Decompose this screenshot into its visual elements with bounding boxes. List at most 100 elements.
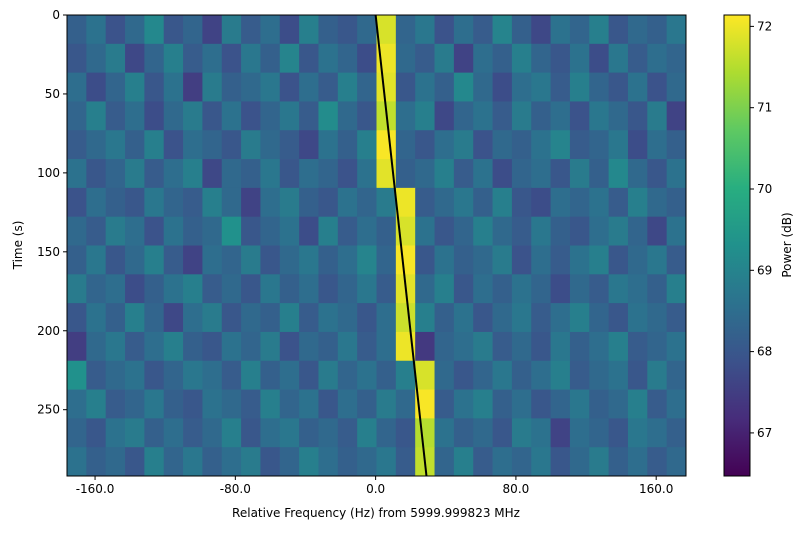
heatmap-cell	[221, 15, 242, 45]
heatmap-cell	[67, 43, 87, 74]
heatmap-cell	[627, 187, 648, 218]
heatmap-cell	[221, 245, 242, 275]
heatmap-cell	[67, 418, 87, 448]
heatmap-cell	[415, 216, 435, 246]
heatmap-cell	[589, 447, 610, 477]
heatmap-cell	[589, 159, 610, 189]
heatmap-cell	[550, 15, 571, 45]
heatmap-cell	[125, 389, 145, 419]
heatmap-cell	[260, 331, 281, 362]
heatmap-cell	[395, 43, 416, 74]
heatmap-cell	[395, 187, 416, 218]
heatmap-cell	[337, 130, 358, 160]
heatmap-cell	[627, 331, 648, 362]
heatmap-cell	[647, 245, 668, 275]
heatmap-cell	[337, 101, 358, 131]
heatmap-cell	[86, 447, 107, 477]
y-tick-label: 150	[37, 245, 60, 259]
heatmap-cell	[415, 130, 435, 160]
heatmap-cell	[202, 274, 223, 304]
heatmap-cell	[183, 15, 203, 45]
heatmap-cell	[434, 245, 455, 275]
heatmap-cell	[105, 216, 126, 246]
heatmap-cell	[647, 159, 668, 189]
heatmap-cell	[221, 159, 242, 189]
heatmap-cell	[511, 216, 532, 246]
heatmap-cell	[183, 130, 203, 160]
heatmap-cell	[125, 331, 145, 362]
heatmap-cell	[569, 389, 590, 419]
heatmap-cell	[357, 274, 377, 304]
heatmap-cell	[395, 159, 416, 189]
heatmap-cell	[569, 360, 590, 390]
heatmap-cell	[202, 72, 223, 102]
heatmap-cell	[163, 303, 184, 333]
x-tick-label: 160.0	[639, 482, 673, 496]
heatmap-cell	[453, 274, 474, 304]
heatmap-cell	[318, 360, 339, 390]
heatmap-cell	[67, 389, 87, 419]
heatmap-cell	[473, 216, 493, 246]
heatmap-cell	[434, 447, 455, 477]
heatmap-cell	[86, 159, 107, 189]
heatmap-cell	[125, 159, 145, 189]
heatmap-cell	[105, 130, 126, 160]
heatmap-cell	[105, 187, 126, 218]
heatmap-cell	[376, 72, 397, 102]
heatmap-cell	[531, 43, 551, 74]
heatmap-cell	[434, 130, 455, 160]
heatmap-cell	[569, 159, 590, 189]
heatmap-cell	[241, 43, 261, 74]
heatmap-cell	[492, 130, 513, 160]
heatmap-cell	[202, 389, 223, 419]
heatmap-cell	[318, 389, 339, 419]
heatmap-cell	[279, 447, 300, 477]
heatmap-cell	[608, 303, 629, 333]
heatmap-cell	[163, 331, 184, 362]
heatmap-cell	[473, 303, 493, 333]
heatmap-cell	[221, 187, 242, 218]
heatmap-cell	[144, 274, 165, 304]
heatmap-cell	[183, 303, 203, 333]
heatmap-cell	[492, 101, 513, 131]
heatmap-cell	[550, 130, 571, 160]
heatmap-cell	[260, 274, 281, 304]
heatmap-cell	[511, 303, 532, 333]
heatmap-cell	[183, 72, 203, 102]
heatmap-cell	[492, 447, 513, 477]
heatmap-cell	[260, 216, 281, 246]
heatmap-cell	[86, 72, 107, 102]
heatmap-cell	[666, 303, 687, 333]
heatmap-cell	[415, 101, 435, 131]
heatmap-cell	[550, 447, 571, 477]
heatmap-cell	[453, 245, 474, 275]
heatmap-cell	[144, 245, 165, 275]
heatmap-cell	[415, 15, 435, 45]
heatmap-cell	[453, 101, 474, 131]
heatmap-cell	[550, 274, 571, 304]
heatmap-cell	[569, 72, 590, 102]
heatmap-cell	[163, 130, 184, 160]
heatmap-cell	[299, 418, 319, 448]
heatmap-cell	[531, 418, 551, 448]
heatmap-cell	[647, 15, 668, 45]
heatmap-cell	[569, 245, 590, 275]
heatmap-cell	[183, 187, 203, 218]
heatmap-cell	[125, 72, 145, 102]
heatmap-cell	[86, 331, 107, 362]
heatmap-cell	[299, 101, 319, 131]
heatmap-cell	[453, 303, 474, 333]
heatmap-cell	[550, 303, 571, 333]
heatmap-cell	[144, 101, 165, 131]
heatmap-cell	[144, 130, 165, 160]
heatmap-cell	[299, 303, 319, 333]
heatmap-cell	[279, 159, 300, 189]
heatmap-cell	[666, 187, 687, 218]
heatmap-cell	[453, 331, 474, 362]
heatmap-cell	[125, 447, 145, 477]
heatmap-cell	[608, 72, 629, 102]
heatmap-cell	[589, 130, 610, 160]
heatmap-cell	[183, 389, 203, 419]
heatmap-cell	[105, 447, 126, 477]
heatmap-cell	[415, 72, 435, 102]
